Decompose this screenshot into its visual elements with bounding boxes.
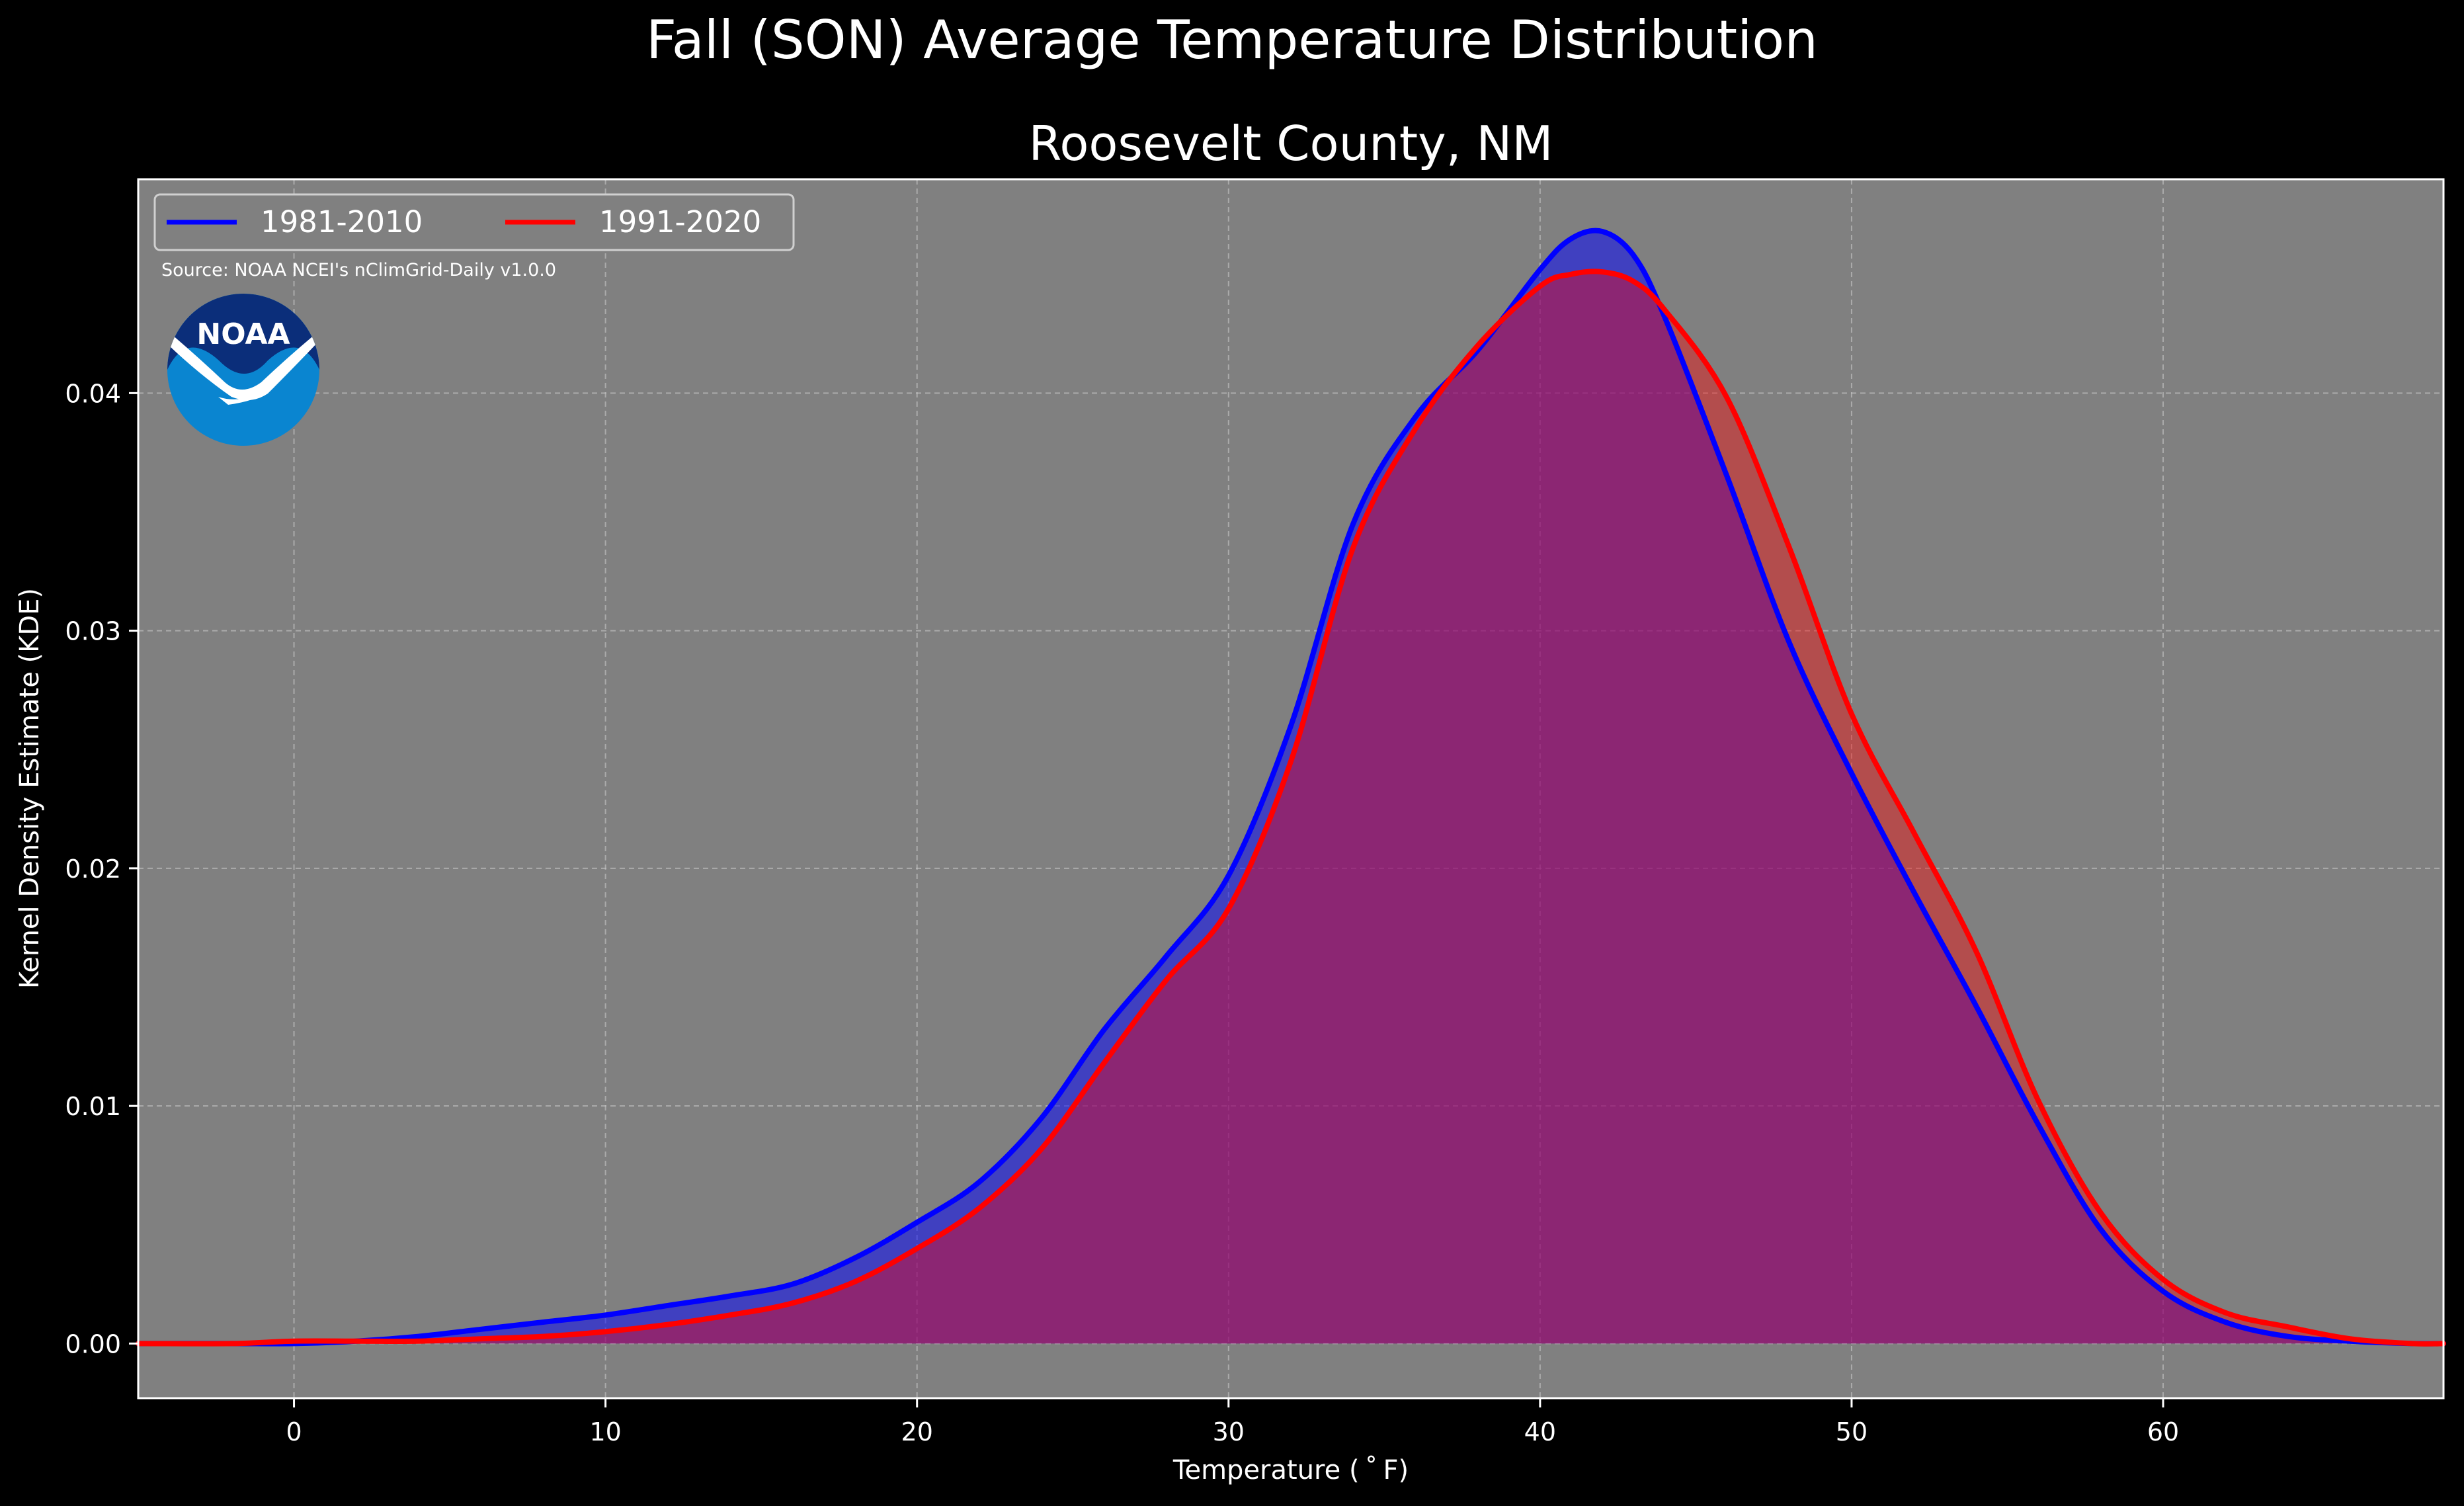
chart-subtitle: Roosevelt County, NM xyxy=(1029,116,1553,171)
y-tick-label: 0.02 xyxy=(65,855,121,884)
x-tick-label: 20 xyxy=(901,1417,933,1446)
y-tick-label: 0.03 xyxy=(65,617,121,646)
y-tick-label: 0.04 xyxy=(65,379,121,408)
y-tick-label: 0.00 xyxy=(65,1329,121,1359)
y-axis-label: Kernel Density Estimate (KDE) xyxy=(15,588,45,989)
x-tick-label: 30 xyxy=(1213,1417,1245,1446)
x-axis-label: Temperature ( ˚ F) xyxy=(1172,1455,1409,1485)
series-area-1991-2020 xyxy=(138,271,2443,1344)
series-line-1981-2010 xyxy=(136,228,2446,1347)
x-tick-label: 60 xyxy=(2147,1417,2179,1446)
y-tick-label: 0.01 xyxy=(65,1092,121,1121)
legend-box xyxy=(153,193,795,251)
y-axis: 0.00 0.01 0.02 0.03 0.04 xyxy=(65,379,138,1359)
noaa-logo-icon: NOAA xyxy=(167,294,319,446)
x-tick-label: 40 xyxy=(1524,1417,1556,1446)
plot-frame xyxy=(137,178,2445,1400)
x-tick-label: 50 xyxy=(1836,1417,1868,1446)
x-axis: 0 10 20 30 40 50 60 xyxy=(286,1398,2179,1446)
series-fills xyxy=(138,230,2443,1344)
legend-label-1991-2020: 1991-2020 xyxy=(599,204,761,239)
series-lines xyxy=(136,228,2446,1347)
legend: 1981-2010 1991-2020 xyxy=(153,193,795,251)
x-tick-label: 10 xyxy=(589,1417,621,1446)
series-line-1991-2020 xyxy=(136,269,2446,1347)
chart-title: Fall (SON) Average Temperature Distribut… xyxy=(646,9,1818,71)
series-area-1981-2010 xyxy=(138,230,2443,1344)
logo-text: NOAA xyxy=(196,317,290,351)
legend-label-1981-2010: 1981-2010 xyxy=(261,204,423,239)
x-tick-label: 0 xyxy=(286,1417,302,1446)
source-note: Source: NOAA NCEI's nClimGrid-Daily v1.0… xyxy=(161,260,556,280)
